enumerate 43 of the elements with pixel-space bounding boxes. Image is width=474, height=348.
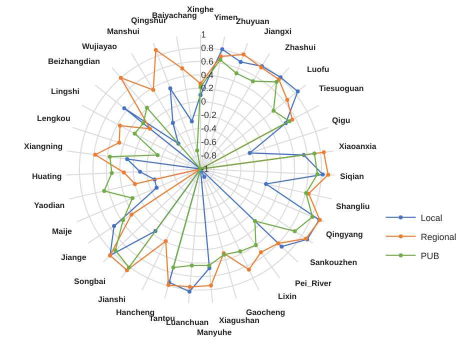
spoke-label: Luofu xyxy=(307,65,330,74)
y-tick-label: 0 xyxy=(201,96,206,107)
y-tick-label: -0.8 xyxy=(201,150,217,160)
spoke-label: Jiangxi xyxy=(264,27,292,36)
spoke-label: Siqian xyxy=(340,172,364,181)
y-tick-label: 0.8 xyxy=(201,42,214,53)
spoke-label: Zhuyuan xyxy=(236,17,270,26)
spoke-label: Pei_River xyxy=(295,279,332,288)
y-tick-label: 1 xyxy=(201,29,206,40)
spoke-label: Lengkou xyxy=(37,114,70,123)
legend-label: Local xyxy=(420,212,442,223)
spoke-label: Beizhangdian xyxy=(48,57,100,66)
spoke-label: Songbai xyxy=(74,277,106,286)
spoke-label: Lingshi xyxy=(51,87,80,96)
y-tick-label: -0.2 xyxy=(201,110,217,120)
spoke-label: Xiagushan xyxy=(219,316,260,325)
y-tick-label: -0.6 xyxy=(201,137,217,148)
spoke-label: Sankouzhen xyxy=(310,258,358,267)
spoke-label: Hancheng xyxy=(116,308,155,317)
spoke-label: Zhashui xyxy=(285,43,316,52)
y-tick-label: -1 xyxy=(201,164,210,174)
spoke-label: Yimen xyxy=(214,13,238,22)
spoke-label: Gaocheng xyxy=(246,308,286,317)
spoke-label: Tiesuoguan xyxy=(319,84,364,93)
spoke-label: Qigu xyxy=(332,116,350,125)
spoke-label: Jianshi xyxy=(98,295,126,304)
spoke-label: Xiaoanxia xyxy=(339,142,377,151)
y-tick-label: -0.4 xyxy=(201,124,217,134)
legend-label: PUB xyxy=(420,250,440,261)
spoke-label: Xiangning xyxy=(24,142,63,151)
spoke-label: Maije xyxy=(52,227,73,236)
spoke-label: Qingyang xyxy=(326,230,364,239)
spoke-label: Jiange xyxy=(61,253,87,262)
y-tick-label: 0.6 xyxy=(201,56,214,66)
spoke-label: Huating xyxy=(32,172,62,181)
spoke-label: Manyuhe xyxy=(197,328,232,337)
spoke-label: Lixin xyxy=(278,292,297,301)
spoke-label: Shangliu xyxy=(336,202,370,211)
spoke-label: Wujiayao xyxy=(82,42,118,51)
spoke-label: Xinghe xyxy=(187,5,214,14)
legend-label: Regional xyxy=(420,232,456,242)
spoke-label: Yaodian xyxy=(34,201,65,210)
spoke-label: Manshui xyxy=(107,27,140,36)
